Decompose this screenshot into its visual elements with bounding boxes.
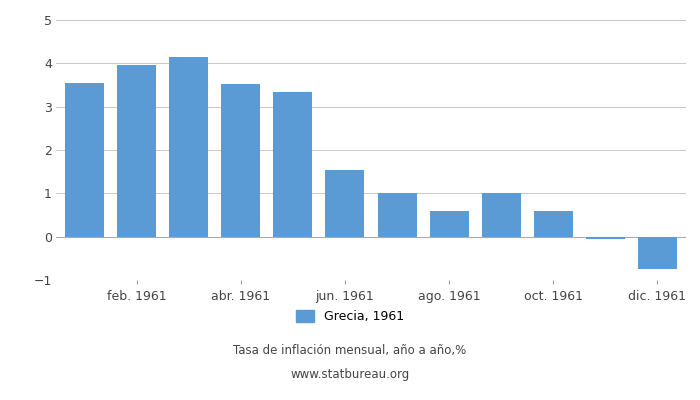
Text: www.statbureau.org: www.statbureau.org: [290, 368, 410, 381]
Bar: [274, 92, 312, 237]
Bar: [169, 57, 209, 237]
Legend: Grecia, 1961: Grecia, 1961: [295, 310, 405, 323]
Text: Tasa de inflación mensual, año a año,%: Tasa de inflación mensual, año a año,%: [233, 344, 467, 357]
Bar: [326, 170, 365, 237]
Bar: [533, 211, 573, 237]
Bar: [377, 193, 416, 237]
Bar: [482, 193, 521, 237]
Bar: [65, 83, 104, 237]
Bar: [586, 237, 625, 239]
Bar: [638, 237, 677, 269]
Bar: [430, 211, 468, 237]
Bar: [221, 84, 260, 237]
Bar: [117, 65, 156, 237]
